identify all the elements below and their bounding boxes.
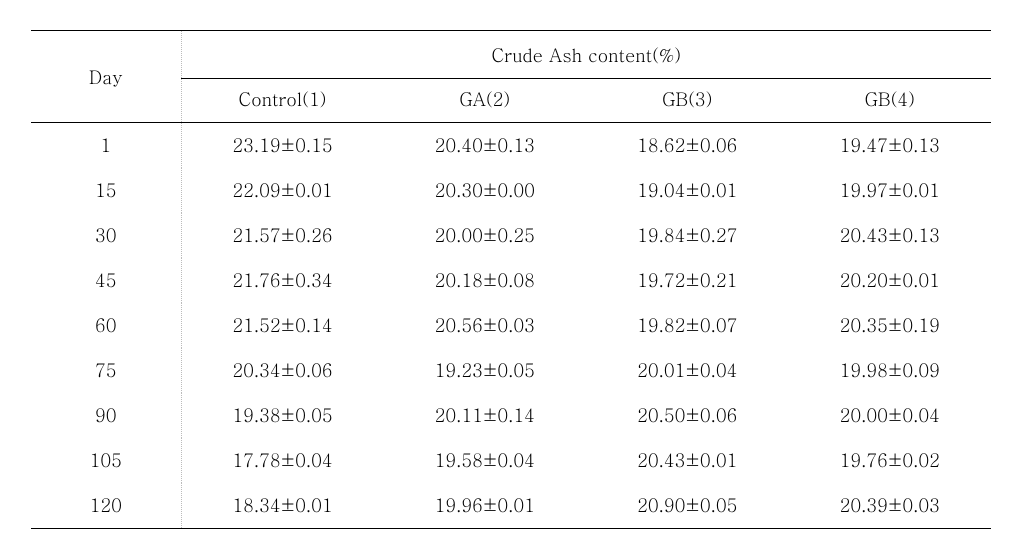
data-cell: 17.78±0.04	[181, 438, 384, 483]
table-body: 1 23.19±0.15 20.40±0.13 18.62±0.06 19.47…	[31, 123, 991, 529]
data-cell: 18.62±0.06	[586, 123, 789, 169]
data-cell: 20.01±0.04	[586, 348, 789, 393]
data-cell: 19.38±0.05	[181, 393, 384, 438]
day-cell: 15	[31, 168, 181, 213]
data-cell: 20.43±0.01	[586, 438, 789, 483]
data-cell: 20.00±0.04	[789, 393, 992, 438]
col-header-1: Control(1)	[181, 79, 384, 123]
data-cell: 19.82±0.07	[586, 303, 789, 348]
data-cell: 20.90±0.05	[586, 483, 789, 529]
data-cell: 18.34±0.01	[181, 483, 384, 529]
data-cell: 20.50±0.06	[586, 393, 789, 438]
data-cell: 20.39±0.03	[789, 483, 992, 529]
data-cell: 20.18±0.08	[384, 258, 587, 303]
data-cell: 19.47±0.13	[789, 123, 992, 169]
day-cell: 45	[31, 258, 181, 303]
data-cell: 20.43±0.13	[789, 213, 992, 258]
table-row: 15 22.09±0.01 20.30±0.00 19.04±0.01 19.9…	[31, 168, 991, 213]
col-header-2: GA(2)	[384, 79, 587, 123]
data-cell: 22.09±0.01	[181, 168, 384, 213]
data-cell: 19.97±0.01	[789, 168, 992, 213]
table-row: 60 21.52±0.14 20.56±0.03 19.82±0.07 20.3…	[31, 303, 991, 348]
col-header-4: GB(4)	[789, 79, 992, 123]
data-cell: 21.52±0.14	[181, 303, 384, 348]
day-cell: 75	[31, 348, 181, 393]
data-cell: 19.84±0.27	[586, 213, 789, 258]
table-row: 45 21.76±0.34 20.18±0.08 19.72±0.21 20.2…	[31, 258, 991, 303]
data-cell: 19.76±0.02	[789, 438, 992, 483]
day-cell: 30	[31, 213, 181, 258]
day-cell: 60	[31, 303, 181, 348]
table-row: 90 19.38±0.05 20.11±0.14 20.50±0.06 20.0…	[31, 393, 991, 438]
table-row: 75 20.34±0.06 19.23±0.05 20.01±0.04 19.9…	[31, 348, 991, 393]
day-cell: 120	[31, 483, 181, 529]
day-cell: 1	[31, 123, 181, 169]
data-cell: 20.30±0.00	[384, 168, 587, 213]
data-cell: 20.56±0.03	[384, 303, 587, 348]
data-cell: 19.58±0.04	[384, 438, 587, 483]
data-cell: 20.40±0.13	[384, 123, 587, 169]
table-header: Day Crude Ash content(%) Control(1) GA(2…	[31, 31, 991, 123]
data-cell: 19.23±0.05	[384, 348, 587, 393]
col-header-3: GB(3)	[586, 79, 789, 123]
table-row: 1 23.19±0.15 20.40±0.13 18.62±0.06 19.47…	[31, 123, 991, 169]
data-cell: 20.20±0.01	[789, 258, 992, 303]
data-cell: 20.34±0.06	[181, 348, 384, 393]
data-cell: 21.57±0.26	[181, 213, 384, 258]
data-cell: 21.76±0.34	[181, 258, 384, 303]
data-cell: 23.19±0.15	[181, 123, 384, 169]
ash-content-table: Day Crude Ash content(%) Control(1) GA(2…	[31, 30, 991, 529]
table-row: 30 21.57±0.26 20.00±0.25 19.84±0.27 20.4…	[31, 213, 991, 258]
stub-header: Day	[31, 31, 181, 123]
table-row: 105 17.78±0.04 19.58±0.04 20.43±0.01 19.…	[31, 438, 991, 483]
data-cell: 19.96±0.01	[384, 483, 587, 529]
data-cell: 19.72±0.21	[586, 258, 789, 303]
table-row: 120 18.34±0.01 19.96±0.01 20.90±0.05 20.…	[31, 483, 991, 529]
span-header: Crude Ash content(%)	[181, 31, 991, 79]
header-row-1: Day Crude Ash content(%)	[31, 31, 991, 79]
day-cell: 90	[31, 393, 181, 438]
data-cell: 19.04±0.01	[586, 168, 789, 213]
data-cell: 20.11±0.14	[384, 393, 587, 438]
day-cell: 105	[31, 438, 181, 483]
data-cell: 19.98±0.09	[789, 348, 992, 393]
data-cell: 20.00±0.25	[384, 213, 587, 258]
table: Day Crude Ash content(%) Control(1) GA(2…	[31, 30, 991, 529]
data-cell: 20.35±0.19	[789, 303, 992, 348]
